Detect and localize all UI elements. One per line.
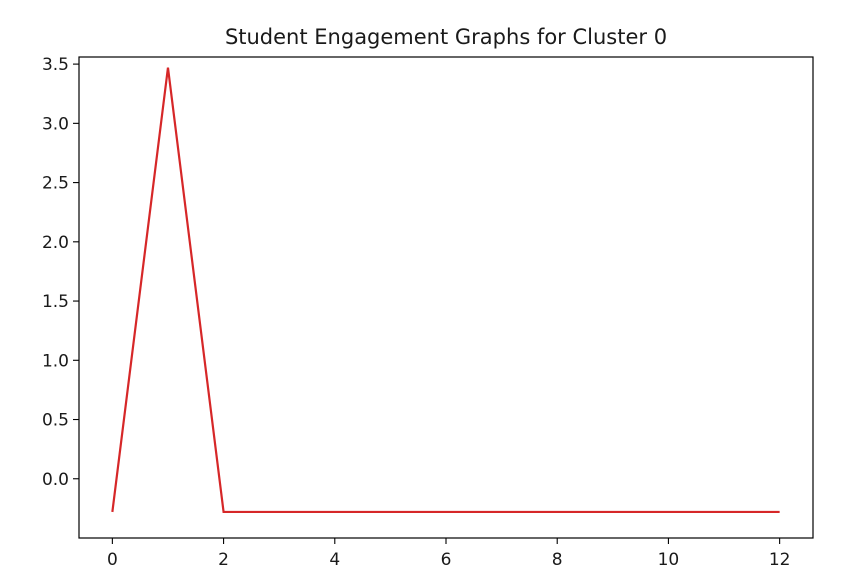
y-tick-label: 3.0 bbox=[42, 114, 69, 134]
y-tick-label: 0.5 bbox=[42, 411, 69, 431]
x-tick-label: 0 bbox=[107, 550, 118, 570]
series-line bbox=[111, 67, 780, 514]
x-tick-label: 12 bbox=[769, 550, 791, 570]
plot-area-frame bbox=[78, 56, 814, 539]
y-tick-label: 2.0 bbox=[42, 233, 69, 253]
x-tick-label: 10 bbox=[658, 550, 680, 570]
x-axis: 0 2 4 6 8 10 12 bbox=[107, 538, 791, 570]
y-tick-label: 0.0 bbox=[42, 470, 69, 490]
y-tick-label: 1.0 bbox=[42, 351, 69, 371]
y-axis: 0.0 0.5 1.0 1.5 2.0 2.5 3.0 3.5 bbox=[42, 55, 79, 490]
x-tick-label: 8 bbox=[552, 550, 563, 570]
y-tick-label: 1.5 bbox=[42, 292, 69, 312]
x-tick-label: 4 bbox=[329, 550, 340, 570]
series-group bbox=[111, 67, 780, 514]
y-tick-label: 3.5 bbox=[42, 55, 69, 75]
chart-title: Student Engagement Graphs for Cluster 0 bbox=[225, 25, 667, 49]
x-tick-label: 6 bbox=[441, 550, 452, 570]
y-tick-label: 2.5 bbox=[42, 174, 69, 194]
x-tick-label: 2 bbox=[218, 550, 229, 570]
